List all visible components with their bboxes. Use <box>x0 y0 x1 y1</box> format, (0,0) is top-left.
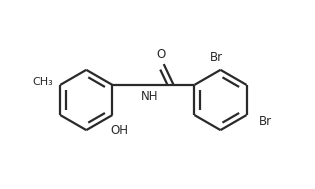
Text: Br: Br <box>209 51 223 64</box>
Text: OH: OH <box>110 124 128 137</box>
Text: O: O <box>156 48 166 61</box>
Text: Br: Br <box>259 115 272 128</box>
Text: CH₃: CH₃ <box>32 77 53 87</box>
Text: NH: NH <box>141 91 158 103</box>
